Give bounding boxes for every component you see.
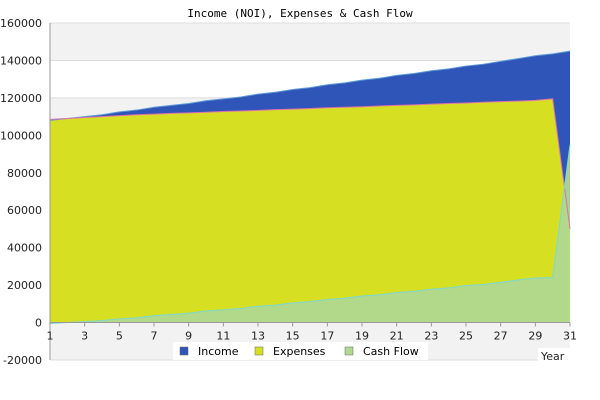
y-tick-label: -20000 xyxy=(3,354,42,367)
x-axis-label-bg xyxy=(538,348,570,362)
y-tick-label: 20000 xyxy=(7,279,42,292)
x-tick-label: 19 xyxy=(355,330,369,343)
expenses-legend-swatch xyxy=(254,346,264,356)
cash-flow-legend-swatch xyxy=(344,346,354,356)
grid-band xyxy=(50,23,570,61)
expenses-area xyxy=(50,98,570,323)
cash-flow-line xyxy=(49,144,571,324)
expenses-line xyxy=(49,98,571,230)
income-legend-swatch xyxy=(179,346,189,356)
x-axis-label: Year xyxy=(540,350,565,363)
y-axis-ticks: -20000 0 20000 40000 60000 80000 100000 120000 1… xyxy=(0,17,42,367)
x-tick-label: 27 xyxy=(494,330,508,343)
series-areas xyxy=(49,50,571,324)
x-tick-label: 15 xyxy=(286,330,300,343)
x-tick-label: 11 xyxy=(216,330,230,343)
chart-title: Income (NOI), Expenses & Cash Flow xyxy=(187,7,413,20)
x-tick-label: 23 xyxy=(424,330,438,343)
income-line xyxy=(49,50,571,121)
expenses-legend-label: Expenses xyxy=(273,345,326,358)
y-tick-label: 40000 xyxy=(7,242,42,255)
x-tick-label: 13 xyxy=(251,330,265,343)
y-tick-label: 60000 xyxy=(7,204,42,217)
y-tick-label: 80000 xyxy=(7,167,42,180)
x-tick-label: 17 xyxy=(320,330,334,343)
y-tick-label: 140000 xyxy=(0,54,42,67)
y-tick-label: 120000 xyxy=(0,92,42,105)
axes xyxy=(49,23,570,360)
x-axis-ticks: 1 3 5 7 9 11 13 15 17 19 21 23 25 27 29 31 xyxy=(47,322,577,343)
x-tick-label: 7 xyxy=(151,330,158,343)
x-tick-label: 9 xyxy=(185,330,192,343)
cash-flow-legend-label: Cash Flow xyxy=(363,345,419,358)
y-tick-label: 100000 xyxy=(0,129,42,142)
legend-bg xyxy=(173,342,428,360)
x-tick-label: 3 xyxy=(81,330,88,343)
y-tick-label: 0 xyxy=(35,317,42,330)
y-tick-label: 160000 xyxy=(0,17,42,30)
income-legend-label: Income xyxy=(198,345,239,358)
x-tick-label: 5 xyxy=(116,330,123,343)
x-tick-label: 25 xyxy=(459,330,473,343)
cash-flow-area xyxy=(50,144,570,324)
legend: Income Expenses Cash Flow xyxy=(173,342,428,360)
x-tick-label: 31 xyxy=(563,330,577,343)
x-tick-label: 29 xyxy=(528,330,542,343)
x-tick-label: 1 xyxy=(47,330,54,343)
x-tick-label: 21 xyxy=(390,330,404,343)
